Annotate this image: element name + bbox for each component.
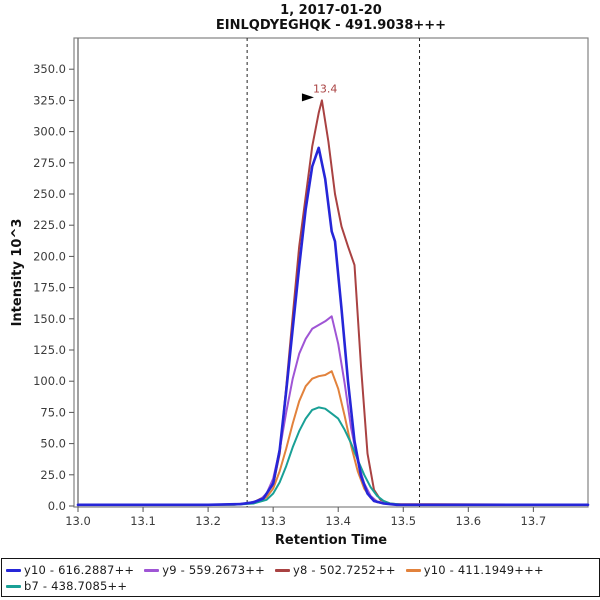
chart-title: 1, 2017-01-20 [280, 3, 382, 18]
x-axis-title: Retention Time [275, 533, 387, 548]
legend-row-1: y10 - 616.2887++ y9 - 559.2673++ y8 - 50… [6, 562, 596, 578]
chart-subtitle: EINLQDYEGHQK - 491.9038+++ [215, 18, 447, 33]
peak-annotation-arrow-icon [301, 93, 314, 102]
y-tick-label: 25.0 [40, 468, 66, 482]
series-line-y8-2 [77, 99, 589, 506]
series-line-b7-4 [77, 406, 589, 506]
series-line-y9-1 [77, 315, 589, 506]
legend: y10 - 616.2887++ y9 - 559.2673++ y8 - 50… [1, 558, 600, 597]
legend-item-y10-triple: y10 - 411.1949+++ [405, 563, 544, 577]
legend-item-label: y8 - 502.7252++ [292, 563, 396, 577]
legend-item-label: y10 - 616.2887++ [24, 563, 135, 577]
y-tick-label: 275.0 [33, 156, 66, 170]
x-tick-label: 13.2 [195, 514, 221, 528]
x-tick-label: 13.1 [130, 514, 156, 528]
y-tick-label: 300.0 [33, 125, 66, 139]
plot-border [73, 37, 589, 508]
y-tick-label: 175.0 [33, 281, 66, 295]
x-tick-label: 13.6 [456, 514, 482, 528]
series-line-y10-3 [77, 370, 589, 506]
x-tick-label: 13.4 [325, 514, 351, 528]
y-tick-label: 100.0 [33, 374, 66, 388]
y-tick-label: 200.0 [33, 249, 66, 263]
x-tick-label: 13.0 [65, 514, 91, 528]
legend-item-label: b7 - 438.7085++ [24, 579, 128, 593]
y-tick-label: 0.0 [48, 499, 66, 513]
chromatogram-plot[interactable]: 13.0 13.1 13.2 13.3 13.4 13.5 13.6 13.7 0.0 25.0 5… [0, 0, 600, 558]
legend-item-label: y10 - 411.1949+++ [423, 563, 544, 577]
x-tick-label: 13.7 [521, 514, 547, 528]
legend-item-y9: y9 - 559.2673++ [144, 563, 265, 577]
y-axis-title: Intensity 10^3 [10, 219, 25, 327]
y-tick-label: 125.0 [33, 343, 66, 357]
y-tick-label: 50.0 [40, 437, 66, 451]
y-tick-label: 250.0 [33, 187, 66, 201]
series-color-swatch [274, 568, 290, 572]
series-line-y10-0 [76, 146, 590, 507]
series-color-swatch [6, 584, 21, 588]
peak-annotation-label: 13.4 [313, 82, 338, 95]
legend-row-2: b7 - 438.7085++ [6, 578, 596, 594]
y-tick-label: 75.0 [40, 405, 66, 419]
y-tick-label: 225.0 [33, 218, 66, 232]
legend-item-b7: b7 - 438.7085++ [6, 579, 127, 593]
x-tick-label: 13.5 [390, 514, 416, 528]
series-color-swatch [405, 568, 421, 572]
series-color-swatch [144, 568, 160, 572]
x-tick-label: 13.3 [260, 514, 286, 528]
y-tick-label: 150.0 [33, 312, 66, 326]
y-tick-label: 350.0 [33, 62, 66, 76]
legend-item-label: y9 - 559.2673++ [162, 563, 265, 577]
legend-item-y8: y8 - 502.7252++ [274, 563, 396, 577]
y-tick-label: 325.0 [33, 93, 66, 107]
series-color-swatch [6, 568, 21, 572]
legend-item-y10: y10 - 616.2887++ [6, 563, 134, 577]
